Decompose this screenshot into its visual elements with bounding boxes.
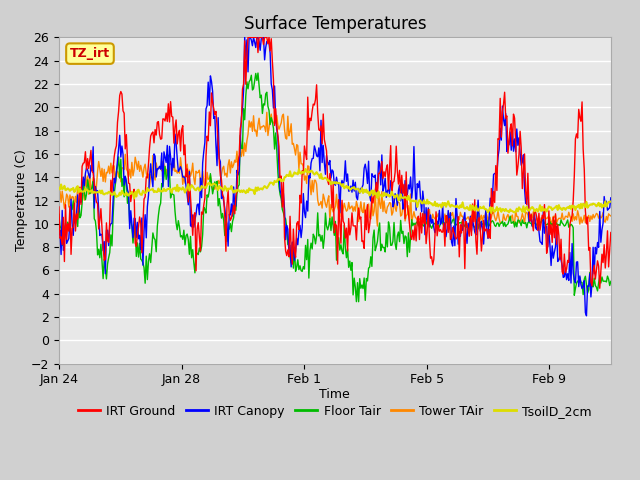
Title: Surface Temperatures: Surface Temperatures [244,15,426,33]
Text: TZ_irt: TZ_irt [70,47,110,60]
X-axis label: Time: Time [319,388,350,401]
Legend: IRT Ground, IRT Canopy, Floor Tair, Tower TAir, TsoilD_2cm: IRT Ground, IRT Canopy, Floor Tair, Towe… [73,400,597,423]
Y-axis label: Temperature (C): Temperature (C) [15,150,28,252]
